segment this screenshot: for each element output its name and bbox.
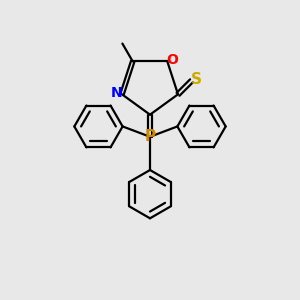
- Text: P: P: [144, 129, 156, 144]
- Text: O: O: [166, 52, 178, 67]
- Text: N: N: [111, 85, 122, 100]
- Text: S: S: [191, 72, 202, 87]
